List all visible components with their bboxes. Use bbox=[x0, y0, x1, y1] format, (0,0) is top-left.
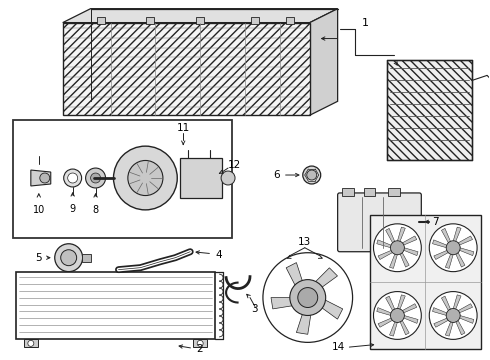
Text: 13: 13 bbox=[298, 237, 311, 247]
Polygon shape bbox=[397, 315, 418, 323]
Polygon shape bbox=[386, 228, 397, 248]
Circle shape bbox=[307, 170, 317, 180]
Polygon shape bbox=[453, 315, 474, 323]
Polygon shape bbox=[308, 298, 343, 319]
Polygon shape bbox=[434, 248, 453, 260]
Polygon shape bbox=[286, 262, 308, 298]
Polygon shape bbox=[433, 307, 453, 315]
Circle shape bbox=[64, 169, 82, 187]
Polygon shape bbox=[453, 248, 465, 267]
Circle shape bbox=[40, 173, 50, 183]
Polygon shape bbox=[397, 295, 405, 315]
Circle shape bbox=[68, 173, 77, 183]
Polygon shape bbox=[271, 298, 308, 309]
Circle shape bbox=[221, 171, 235, 185]
Bar bbox=[16, 272, 215, 339]
Circle shape bbox=[91, 173, 100, 183]
Bar bbox=[196, 17, 204, 24]
Bar bbox=[147, 17, 154, 24]
Circle shape bbox=[446, 241, 460, 255]
Bar bbox=[369, 215, 481, 349]
Polygon shape bbox=[378, 315, 397, 327]
Polygon shape bbox=[397, 315, 409, 335]
Polygon shape bbox=[434, 315, 453, 327]
Circle shape bbox=[263, 253, 353, 342]
Text: 12: 12 bbox=[228, 160, 241, 170]
Polygon shape bbox=[308, 268, 338, 298]
Bar bbox=[286, 17, 294, 24]
Text: 8: 8 bbox=[93, 205, 98, 215]
Bar bbox=[24, 339, 38, 347]
Polygon shape bbox=[397, 227, 405, 248]
Text: 4: 4 bbox=[215, 250, 222, 260]
Circle shape bbox=[61, 250, 76, 266]
Polygon shape bbox=[453, 295, 461, 315]
Text: 5: 5 bbox=[35, 253, 42, 263]
Polygon shape bbox=[453, 248, 474, 256]
Text: 7: 7 bbox=[432, 217, 439, 227]
Bar bbox=[251, 17, 259, 24]
Bar bbox=[388, 60, 472, 160]
FancyBboxPatch shape bbox=[338, 193, 421, 252]
Text: 6: 6 bbox=[273, 170, 280, 180]
Bar bbox=[193, 339, 207, 347]
Text: 1: 1 bbox=[362, 18, 368, 28]
Circle shape bbox=[290, 280, 326, 315]
Polygon shape bbox=[296, 298, 312, 334]
Polygon shape bbox=[377, 240, 397, 248]
Text: 2: 2 bbox=[196, 345, 203, 354]
Circle shape bbox=[197, 340, 203, 346]
Circle shape bbox=[128, 161, 163, 195]
Circle shape bbox=[429, 292, 477, 339]
Circle shape bbox=[303, 166, 321, 184]
Circle shape bbox=[114, 146, 177, 210]
Polygon shape bbox=[397, 248, 409, 267]
Polygon shape bbox=[63, 23, 310, 115]
Polygon shape bbox=[453, 304, 472, 315]
Circle shape bbox=[28, 340, 34, 346]
Polygon shape bbox=[63, 9, 338, 23]
Polygon shape bbox=[453, 227, 461, 248]
Circle shape bbox=[429, 224, 477, 272]
Polygon shape bbox=[31, 170, 51, 186]
Text: 10: 10 bbox=[33, 205, 45, 215]
Bar bbox=[389, 188, 400, 196]
Polygon shape bbox=[453, 315, 465, 335]
Polygon shape bbox=[377, 307, 397, 315]
Circle shape bbox=[373, 292, 421, 339]
Circle shape bbox=[391, 309, 404, 323]
Polygon shape bbox=[390, 315, 397, 336]
Bar bbox=[342, 188, 354, 196]
Text: 3: 3 bbox=[252, 305, 258, 315]
Polygon shape bbox=[386, 296, 397, 315]
Circle shape bbox=[391, 241, 404, 255]
Bar bbox=[364, 188, 375, 196]
Bar bbox=[82, 254, 91, 262]
Text: 9: 9 bbox=[70, 204, 76, 214]
Polygon shape bbox=[390, 248, 397, 269]
Polygon shape bbox=[453, 236, 472, 248]
Polygon shape bbox=[441, 228, 453, 248]
Polygon shape bbox=[397, 236, 417, 248]
Circle shape bbox=[446, 309, 460, 323]
Polygon shape bbox=[445, 248, 453, 269]
Circle shape bbox=[55, 244, 83, 272]
Bar bbox=[13, 120, 232, 238]
Polygon shape bbox=[397, 248, 418, 256]
Circle shape bbox=[86, 168, 105, 188]
Bar bbox=[97, 17, 104, 24]
Circle shape bbox=[373, 224, 421, 272]
Polygon shape bbox=[433, 240, 453, 248]
Text: 11: 11 bbox=[176, 123, 190, 133]
Text: 14: 14 bbox=[331, 342, 344, 352]
Polygon shape bbox=[378, 248, 397, 260]
Circle shape bbox=[298, 288, 318, 307]
Bar bbox=[180, 158, 222, 198]
Polygon shape bbox=[441, 296, 453, 315]
Polygon shape bbox=[310, 9, 338, 115]
Polygon shape bbox=[397, 304, 417, 315]
Polygon shape bbox=[445, 315, 453, 336]
